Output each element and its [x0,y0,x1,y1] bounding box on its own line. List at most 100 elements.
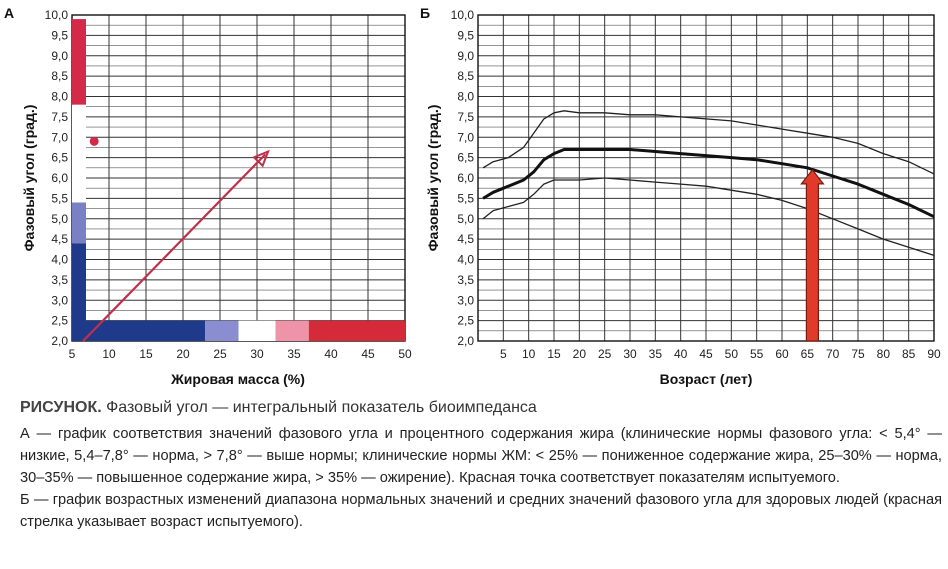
chart-b-series-line [482,148,935,219]
chart-b-y-tick-label: 8,0 [457,90,474,104]
chart-b-y-tick-label: 10,0 [451,8,475,22]
chart-b-x-tick-label: 10 [522,347,536,361]
chart-b-y-tick-label: 4,5 [457,232,474,246]
chart-a-x-tick-label: 5 [69,347,76,361]
chart-a-y-tick-label: 3,5 [51,273,68,287]
chart-a-bands [72,19,405,341]
chart-a-phase-band [72,19,86,105]
chart-b-y-tick-label: 9,0 [457,49,474,63]
chart-b-y-tick-label: 7,0 [457,130,474,144]
chart-a-marks [82,136,270,342]
chart-b-x-tick-label: 90 [927,347,941,361]
chart-b-y-tick-label: 5,5 [457,191,474,205]
chart-b-grid [477,14,935,342]
chart-a-y-tick-label: 3,0 [51,293,68,307]
chart-b-x-tick-label: 65 [801,347,815,361]
chart-b-y-axis-label: Фазовый угол (град.) [425,105,441,252]
chart-b-y-tick-label: 7,5 [457,110,474,124]
chart-b-x-tick-label: 60 [775,347,789,361]
chart-b-x-axis-label: Возраст (лет) [660,371,753,387]
chart-a-fat-band [275,320,309,341]
caption-title-label: РИСУНОК. [20,399,102,416]
chart-a-y-tick-label: 4,5 [51,232,68,246]
chart-a: А 2,0 2,5 3,0 3,5 4,0 4,5 5,0 5,5 6,0 6,5 7,0 7,5 8,… [4,5,412,387]
chart-b-y-tick-label: 2,0 [457,334,474,348]
caption-paragraph-a: А — график соответствия значений фазовог… [20,426,942,486]
chart-b-series-line [482,110,935,175]
chart-a-subject-point [89,136,99,146]
chart-b-y-tick-label: 8,5 [457,69,474,83]
chart-b-x-tick-label: 5 [500,347,507,361]
chart-b-y-tick-label: 3,0 [457,293,474,307]
chart-b-panel-label: Б [420,5,430,21]
chart-a-x-tick-label: 35 [287,347,301,361]
chart-a-y-tick-label: 2,5 [51,314,68,328]
chart-a-fat-band [72,320,206,341]
chart-b-y-tick-label: 6,0 [457,171,474,185]
chart-a-panel-label: А [4,5,14,21]
chart-a-arrow-head [252,149,270,168]
chart-a-y-tick-label: 6,5 [51,151,68,165]
chart-a-y-tick-label: 8,5 [51,69,68,83]
chart-a-phase-band [72,202,86,244]
chart-a-x-tick-label: 10 [102,347,116,361]
chart-a-phase-band [72,243,86,341]
chart-b-plot-frame [477,14,935,342]
chart-a-x-tick-label: 30 [250,347,264,361]
chart-b-x-tick-label: 50 [725,347,739,361]
chart-b-x-tick-label: 75 [851,347,865,361]
chart-b-x-tick-label: 15 [547,347,561,361]
chart-b-tick-labels: 2,0 2,5 3,0 3,5 4,0 4,5 5,0 5,5 6,0 6,5 7,0 7,5 8,0 8… [451,8,941,361]
chart-a-y-axis-label: Фазовый угол (град.) [21,105,37,252]
chart-a-y-tick-label: 10,0 [45,8,69,22]
chart-b-x-tick-label: 85 [902,347,916,361]
chart-b-y-tick-label: 9,5 [457,28,474,42]
chart-b-y-tick-label: 3,5 [457,273,474,287]
chart-a-x-axis-label: Жировая масса (%) [170,371,305,387]
chart-a-x-tick-label: 15 [139,347,153,361]
chart-b-x-tick-label: 25 [598,347,612,361]
chart-a-x-tick-label: 40 [324,347,338,361]
chart-a-y-tick-label: 8,0 [51,90,68,104]
chart-b-marks [482,110,935,342]
chart-b-x-tick-label: 45 [699,347,713,361]
chart-a-y-tick-label: 7,0 [51,130,68,144]
chart-b-x-tick-label: 80 [877,347,891,361]
chart-b-x-tick-label: 40 [674,347,688,361]
chart-b: Б 2,0 2,5 3,0 3,5 4,0 4,5 5,0 5,5 6,0 6,5 7,0 7,5 8,… [420,5,941,387]
chart-a-tick-labels: 2,0 2,5 3,0 3,5 4,0 4,5 5,0 5,5 6,0 6,5 7,0 7,5 8,0 8… [45,8,412,361]
chart-a-y-tick-label: 9,0 [51,49,68,63]
chart-a-fat-band [238,320,276,341]
caption-title-text: Фазовый угол — интегральный показатель б… [106,399,537,416]
chart-b-y-tick-label: 2,5 [457,314,474,328]
chart-b-y-tick-label: 4,0 [457,253,474,267]
chart-b-age-arrow [800,168,825,342]
chart-a-x-tick-label: 50 [398,347,412,361]
chart-b-x-tick-label: 30 [623,347,637,361]
chart-b-y-tick-label: 5,0 [457,212,474,226]
chart-b-x-tick-label: 20 [573,347,587,361]
chart-a-x-tick-label: 20 [176,347,190,361]
chart-a-y-tick-label: 4,0 [51,253,68,267]
chart-b-x-tick-label: 35 [649,347,663,361]
chart-a-y-tick-label: 5,5 [51,191,68,205]
chart-a-fat-band [205,320,239,341]
chart-b-x-tick-label: 70 [826,347,840,361]
figure: А 2,0 2,5 3,0 3,5 4,0 4,5 5,0 5,5 6,0 6,5 7,0 7,5 8,… [4,5,941,387]
chart-b-x-tick-label: 55 [750,347,764,361]
chart-a-y-tick-label: 5,0 [51,212,68,226]
chart-a-arrow-shaft [82,153,267,342]
caption-title: РИСУНОК. Фазовый угол — интегральный пок… [20,397,942,419]
chart-a-y-tick-label: 9,5 [51,28,68,42]
chart-a-x-tick-label: 25 [213,347,227,361]
chart-a-grid [71,14,406,342]
chart-a-y-tick-label: 7,5 [51,110,68,124]
caption-paragraph-b: Б — график возрастных изменений диапазон… [20,492,942,530]
chart-a-y-tick-label: 2,0 [51,334,68,348]
chart-a-y-tick-label: 6,0 [51,171,68,185]
chart-a-fat-band [308,320,405,341]
chart-a-phase-band [72,104,86,203]
figure-caption: РИСУНОК. Фазовый угол — интегральный пок… [20,397,942,533]
chart-a-x-tick-label: 45 [361,347,375,361]
chart-b-series-line [482,177,935,257]
